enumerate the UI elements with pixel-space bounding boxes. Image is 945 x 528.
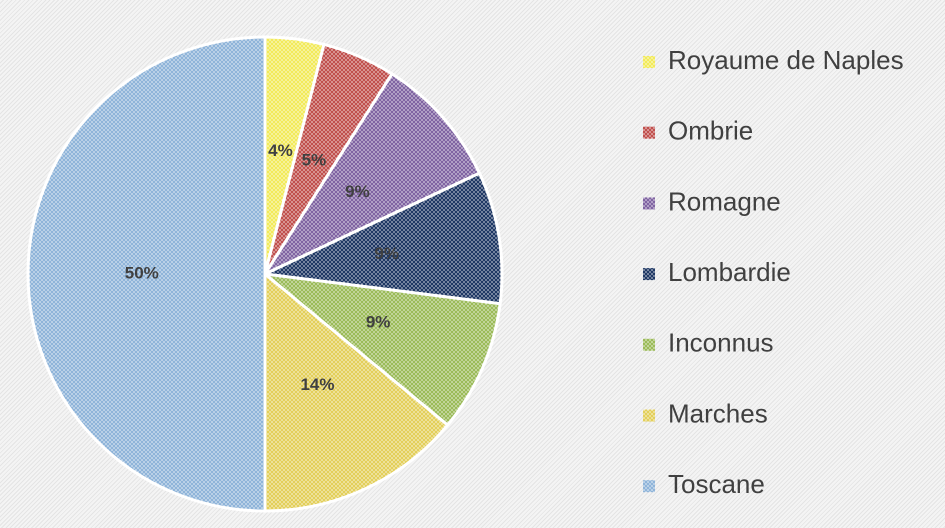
legend-label: Lombardie <box>668 257 791 287</box>
legend-marker <box>643 126 655 139</box>
legend-label: Inconnus <box>668 328 774 358</box>
pie-slice <box>260 271 502 428</box>
pie-slice <box>263 270 450 513</box>
legend-label: Toscane <box>668 469 765 499</box>
legend-marker <box>643 56 655 68</box>
pie-slice <box>26 35 267 513</box>
data-label: 50% <box>125 263 159 282</box>
legend-label: Royaume de Naples <box>668 45 904 75</box>
legend-label: Marches <box>668 398 768 428</box>
data-label: 9% <box>366 312 391 331</box>
pie-slice <box>260 71 482 278</box>
legend-marker <box>643 197 655 210</box>
legend-marker <box>643 480 655 493</box>
data-label: 5% <box>302 150 327 169</box>
legend-label: Ombrie <box>668 116 753 146</box>
pie-slice <box>259 171 504 306</box>
legend-marker <box>643 338 655 351</box>
legend-marker <box>643 268 655 281</box>
data-label: 9% <box>374 244 399 263</box>
legend-label: Romagne <box>668 186 781 216</box>
data-label: 14% <box>300 375 334 394</box>
data-label: 9% <box>345 182 370 201</box>
legend-marker <box>643 409 655 422</box>
data-label: 4% <box>268 141 293 160</box>
